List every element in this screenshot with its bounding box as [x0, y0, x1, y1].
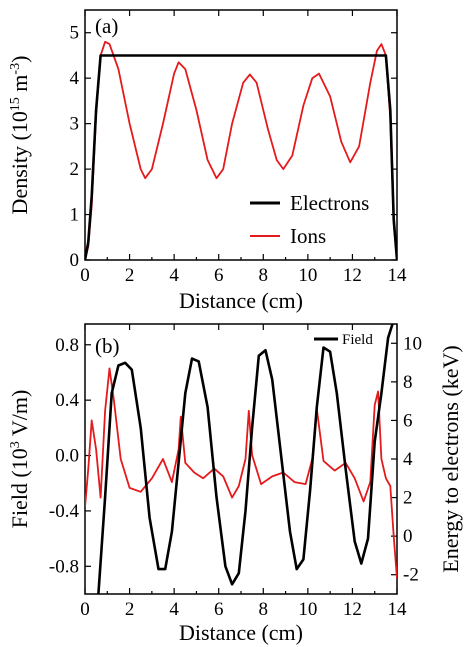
y-tick-label: 2: [70, 159, 80, 180]
panel-a-y-tick-labels: 0 1 2 3 4 5: [70, 23, 80, 271]
x-tick-label: 4: [169, 265, 179, 286]
panel-b-ylabel-main: Field (10: [7, 448, 32, 528]
panel-b-ylabel-exp1: 3: [8, 441, 23, 448]
panel-b-y-tick-labels: -0.8 -0.4 0.0 0.4 0.8: [49, 335, 80, 578]
panel-b-field: 0 2 4 6 8 10 12 14 -0.8-0.40.00.40.8 -20246810 …: [7, 323, 463, 645]
panel-b-series: [85, 324, 397, 594]
panel-a-ylabel: Density (1015 m-3): [7, 56, 32, 215]
y-tick-label: 0.0: [55, 446, 79, 467]
y-tick-label: -0.4: [49, 501, 80, 522]
x-tick-label: 0: [80, 265, 90, 286]
y-tick-label: 1: [70, 205, 80, 226]
x-tick-label: 8: [259, 265, 269, 286]
x-tick-label: 0: [80, 599, 90, 620]
x-tick-label: 14: [388, 599, 408, 620]
panel-a-ylabel-exp1: 15: [8, 97, 23, 111]
panel-b-ticks: [84, 324, 398, 594]
panel-a-x-tick-labels: 0 2 4 6 8 10 12 14: [80, 265, 407, 286]
y-tick-label: 5: [70, 23, 80, 44]
y-tick-label: 0.8: [55, 335, 79, 356]
y2-tick-label: 8: [403, 372, 413, 393]
x-tick-label: 6: [214, 599, 224, 620]
panel-a-ylabel-main: Density (10: [7, 111, 32, 214]
legend-ions-label: Ions: [290, 224, 326, 248]
panel-a-xlabel: Distance (cm): [179, 288, 303, 313]
field-line: [97, 324, 394, 594]
y2-tick-label: 10: [403, 333, 422, 354]
panel-b-ylabel: Field (103 V/m): [7, 390, 32, 529]
panel-b-legend: Field: [314, 332, 373, 348]
panel-b-xlabel: Distance (cm): [179, 620, 303, 645]
energy-line: [85, 367, 397, 579]
electrons-line: [85, 54, 397, 260]
x-tick-label: 10: [298, 599, 317, 620]
y-tick-label: -0.8: [49, 556, 79, 577]
panel-a-legend: Electrons Ions: [250, 191, 369, 248]
x-tick-label: 2: [125, 265, 135, 286]
y2-tick-label: 0: [403, 526, 413, 547]
x-tick-label: 14: [388, 265, 408, 286]
panel-a-ylabel-exp2: -3: [8, 63, 23, 75]
panel-b-ylabel-right: Energy to electrons (keV): [438, 345, 463, 572]
legend-electrons-label: Electrons: [290, 191, 369, 215]
legend-field-label: Field: [342, 332, 373, 348]
panel-a-series: [85, 40, 397, 260]
x-tick-label: 12: [343, 265, 362, 286]
x-tick-label: 12: [343, 599, 362, 620]
y2-tick-label: 6: [403, 410, 413, 431]
x-tick-label: 10: [298, 265, 317, 286]
panel-b-label: (b): [95, 334, 120, 358]
y-tick-label: 4: [70, 68, 80, 89]
x-tick-label: 2: [125, 599, 135, 620]
x-tick-label: 8: [259, 599, 269, 620]
y2-tick-label: -2: [403, 565, 419, 586]
x-tick-label: 4: [169, 599, 179, 620]
x-tick-label: 6: [214, 265, 224, 286]
ions-line: [85, 40, 397, 260]
y2-tick-label: 4: [403, 449, 413, 470]
panel-a-ylabel-mid: m: [7, 75, 32, 98]
panel-a-ylabel-end: ): [7, 56, 32, 63]
y-tick-label: 0.4: [55, 390, 79, 411]
y-tick-label: 0: [70, 250, 80, 271]
panel-b-x-tick-labels: 0 2 4 6 8 10 12 14: [80, 599, 407, 620]
y2-tick-label: 2: [403, 488, 413, 509]
panel-a-label: (a): [95, 14, 118, 38]
panel-b-ylabel-end: V/m): [7, 390, 32, 442]
panel-b-y2-tick-labels: -2 0 2 4 6 8 10: [403, 333, 422, 585]
y-tick-label: 3: [70, 114, 80, 135]
